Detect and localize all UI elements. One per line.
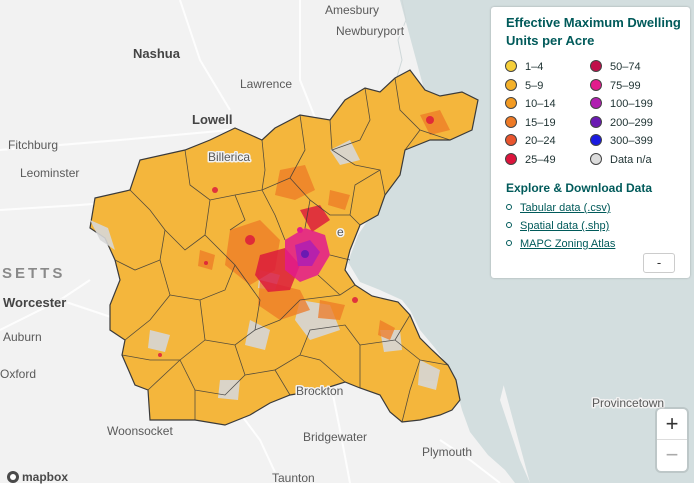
label-taunton: Taunton <box>272 471 315 483</box>
label-provincetown: Provincetown <box>592 396 664 410</box>
explore-title: Explore & Download Data <box>506 181 653 195</box>
zoom-out-button[interactable]: − <box>665 442 679 467</box>
legend-item: 20–24 <box>505 134 556 148</box>
legend-swatch-icon <box>505 152 517 165</box>
legend-swatch-icon <box>590 97 602 109</box>
legend-item-label: 20–24 <box>525 135 556 147</box>
link-label: Spatial data (.shp) <box>520 220 610 232</box>
legend-item-label: 50–74 <box>610 61 641 73</box>
legend-item: 15–19 <box>505 115 556 130</box>
link-spatial-data[interactable]: Spatial data (.shp) <box>506 219 609 233</box>
label-leominster: Leominster <box>20 166 79 180</box>
legend-swatch-icon <box>505 134 517 146</box>
legend-collapse-button[interactable]: - <box>643 253 675 273</box>
density-core <box>285 227 330 282</box>
legend-item: 200–299 <box>590 115 653 130</box>
link-zoning-atlas[interactable]: MAPC Zoning Atlas <box>506 237 615 251</box>
legend-title: Effective Maximum Dwelling Units per Acr… <box>506 15 681 48</box>
legend-item: 50–74 <box>590 60 641 74</box>
legend-swatch-icon <box>505 115 517 128</box>
label-amesbury: Amesbury <box>325 3 379 17</box>
label-billerica: Billerica <box>208 150 250 164</box>
label-woonsocket: Woonsocket <box>107 424 173 438</box>
mapbox-logo-text: mapbox <box>22 470 69 484</box>
legend-item: 75–99 <box>590 78 641 93</box>
legend-item: 25–49 <box>505 152 556 167</box>
legend-item: Data n/a <box>590 152 652 167</box>
legend-item-label: 100–199 <box>610 98 653 110</box>
legend-panel: Effective Maximum Dwelling Units per Acr… <box>491 7 690 278</box>
label-nashua: Nashua <box>133 46 181 61</box>
legend-item-label: 10–14 <box>525 98 556 110</box>
legend-swatch-icon <box>590 60 602 72</box>
municipal-boundaries <box>114 77 451 423</box>
legend-item-label: 300–399 <box>610 135 653 147</box>
legend-item-label: 75–99 <box>610 79 641 92</box>
legend-item-label: 5–9 <box>525 79 544 92</box>
label-plymouth: Plymouth <box>422 445 472 459</box>
label-newburyport: Newburyport <box>336 24 405 38</box>
legend-swatch-icon <box>590 78 602 91</box>
label-boston-fragment: e <box>337 225 344 239</box>
bullet-icon <box>506 222 512 228</box>
label-brockton: Brockton <box>296 384 343 398</box>
legend-item: 10–14 <box>505 97 556 111</box>
legend-item: 1–4 <box>505 60 543 74</box>
link-label: MAPC Zoning Atlas <box>520 238 616 250</box>
zoom-control: + − <box>657 409 687 471</box>
legend-swatch-icon <box>505 97 517 109</box>
label-worcester: Worcester <box>3 295 66 310</box>
link-label: Tabular data (.csv) <box>520 202 611 214</box>
mapbox-logo[interactable]: mapbox <box>7 470 68 484</box>
label-bridgewater: Bridgewater <box>303 430 367 444</box>
legend-swatch-icon <box>505 60 517 72</box>
legend-swatch-icon <box>590 134 602 146</box>
label-auburn: Auburn <box>3 330 42 344</box>
label-oxford: Oxford <box>0 367 36 381</box>
legend-item-label: 1–4 <box>525 61 544 73</box>
bullet-icon <box>506 204 512 210</box>
zoom-in-button[interactable]: + <box>657 409 687 440</box>
legend-item-label: 15–19 <box>525 116 556 129</box>
bullet-icon <box>506 240 512 246</box>
legend-swatch-icon <box>590 115 602 128</box>
legend-item-label: 200–299 <box>610 116 653 129</box>
legend-swatch-icon <box>505 78 517 91</box>
mapbox-mark-icon <box>7 471 19 483</box>
legend-item: 300–399 <box>590 134 653 148</box>
legend-swatch-icon <box>590 152 602 165</box>
legend-item: 5–9 <box>505 78 544 93</box>
label-fitchburg: Fitchburg <box>8 138 58 152</box>
legend-item-label: 25–49 <box>525 153 556 166</box>
legend-item: 100–199 <box>590 97 653 111</box>
label-lowell: Lowell <box>192 112 232 127</box>
legend-item-label: Data n/a <box>610 153 652 166</box>
link-tabular-data[interactable]: Tabular data (.csv) <box>506 201 610 215</box>
label-lawrence: Lawrence <box>240 77 292 91</box>
label-state: SETTS <box>2 265 65 282</box>
